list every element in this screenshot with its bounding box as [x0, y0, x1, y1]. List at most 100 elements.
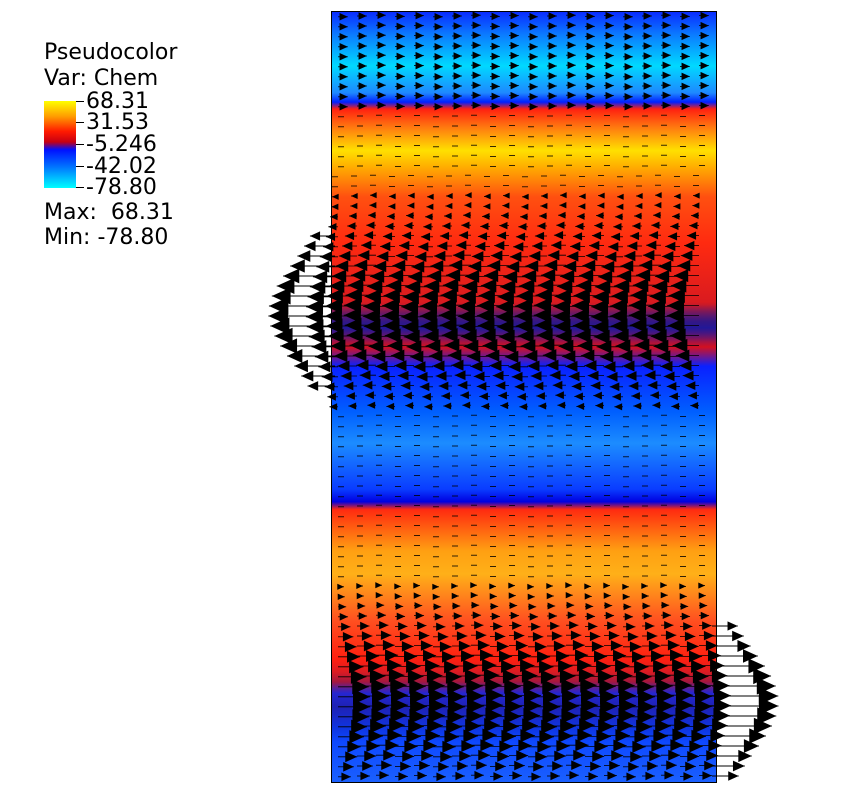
- vector-arrow: [376, 91, 386, 99]
- vector-arrow: [604, 41, 614, 50]
- vector-arrow: [644, 370, 661, 381]
- vector-arrow: [376, 658, 402, 672]
- vector-arrow: [623, 669, 652, 684]
- vector-arrow: [585, 641, 604, 652]
- vector-arrow: [575, 222, 585, 231]
- vector-arrow: [623, 719, 652, 734]
- vector-arrow: [338, 613, 349, 621]
- vector-arrow: [604, 739, 627, 752]
- vector-arrow: [444, 212, 452, 220]
- vector-arrow: [357, 729, 384, 743]
- vector-arrow: [622, 583, 629, 590]
- vector-arrow: [509, 91, 519, 100]
- vector-arrow: [471, 71, 481, 79]
- vector-arrow: [349, 212, 357, 220]
- vector-arrow: [610, 232, 623, 241]
- vector-arrow: [642, 102, 652, 110]
- vector-arrow-outside: [712, 630, 744, 642]
- vector-arrow: [351, 192, 358, 200]
- vector-arrow: [432, 360, 452, 372]
- vector-arrow: [390, 349, 414, 362]
- vector-arrow: [490, 102, 500, 111]
- vector-arrow: [585, 12, 595, 21]
- vector-arrow: [395, 12, 405, 21]
- vector-arrow: [428, 349, 452, 363]
- vector-arrow: [661, 668, 690, 683]
- vector-arrow: [509, 21, 519, 30]
- vector-arrow: [654, 202, 662, 209]
- vector-arrow: [565, 360, 585, 372]
- vector-arrow: [651, 221, 661, 229]
- vector-arrow: [547, 602, 556, 610]
- vector-arrow: [445, 202, 453, 210]
- vector-arrow: [623, 53, 633, 61]
- vector-arrow: [623, 761, 639, 772]
- vector-arrow: [395, 659, 421, 673]
- vector-arrow: [414, 41, 424, 50]
- vector-arrow: [481, 402, 490, 410]
- vector-arrow: [490, 729, 517, 744]
- vector-arrow: [376, 21, 386, 29]
- vector-arrow: [699, 602, 708, 610]
- vector-arrow: [546, 592, 554, 600]
- vector-arrow: [642, 729, 669, 743]
- vector-arrow: [337, 360, 357, 372]
- vector-arrow: [661, 749, 681, 761]
- vector-arrow: [566, 718, 595, 733]
- vector-arrow: [528, 740, 551, 753]
- vector-arrow: [433, 622, 446, 632]
- vector-arrow-outside: [712, 771, 739, 781]
- vector-arrow: [414, 659, 440, 673]
- vector-arrow: [443, 402, 452, 410]
- vector-arrow: [699, 21, 709, 30]
- vector-arrow: [670, 278, 699, 293]
- vector-arrow: [433, 83, 443, 91]
- vector-arrow: [604, 771, 617, 780]
- vector-arrow: [633, 402, 642, 410]
- vector-arrow: [433, 53, 443, 61]
- vector-arrow: [528, 73, 538, 81]
- vector-arrow: [382, 232, 395, 241]
- vector-arrow: [608, 242, 623, 252]
- vector-arrow: [470, 591, 478, 599]
- vector-arrow-outside: [712, 621, 738, 631]
- vector-arrow: [540, 268, 566, 282]
- vector-arrow: [490, 650, 513, 663]
- vector-arrow: [338, 13, 348, 21]
- vector-arrow: [661, 71, 671, 79]
- vector-arrow: [590, 381, 604, 390]
- vector-arrow: [452, 52, 462, 60]
- vector-arrow: [623, 73, 633, 81]
- vector-arrow: [406, 212, 414, 220]
- vector-arrow: [509, 739, 532, 752]
- vector-arrow: [347, 222, 357, 230]
- vector-arrow: [509, 678, 540, 694]
- vector-arrow: [530, 371, 547, 381]
- vector-arrow: [508, 592, 516, 599]
- vector-arrow-outside: [287, 349, 335, 363]
- vector-arrow: [357, 32, 367, 40]
- vector-arrow: [503, 192, 510, 199]
- vector-arrow: [381, 382, 395, 391]
- vector-arrow: [680, 698, 713, 715]
- vector-arrow: [357, 62, 367, 70]
- vector-arrow: [357, 102, 367, 110]
- vector-arrow: [528, 751, 548, 763]
- vector-arrow: [496, 231, 509, 240]
- vector-arrow: [490, 622, 503, 631]
- vector-arrow: [680, 82, 690, 91]
- vector-arrow: [547, 32, 557, 40]
- colorbar-tick-label: 68.31: [86, 89, 149, 114]
- vector-arrow: [357, 708, 389, 724]
- vector-arrow: [447, 349, 471, 362]
- vector-arrow: [547, 771, 560, 781]
- vector-arrow: [556, 221, 566, 229]
- vector-arrow: [378, 371, 395, 382]
- vector-arrow: [314, 350, 338, 363]
- vector-arrow: [547, 708, 579, 724]
- vector-arrow: [623, 250, 642, 262]
- vector-arrow: [471, 620, 484, 630]
- vector-arrow: [661, 658, 687, 672]
- vector-arrow: [348, 402, 357, 410]
- vector-arrow: [547, 92, 557, 100]
